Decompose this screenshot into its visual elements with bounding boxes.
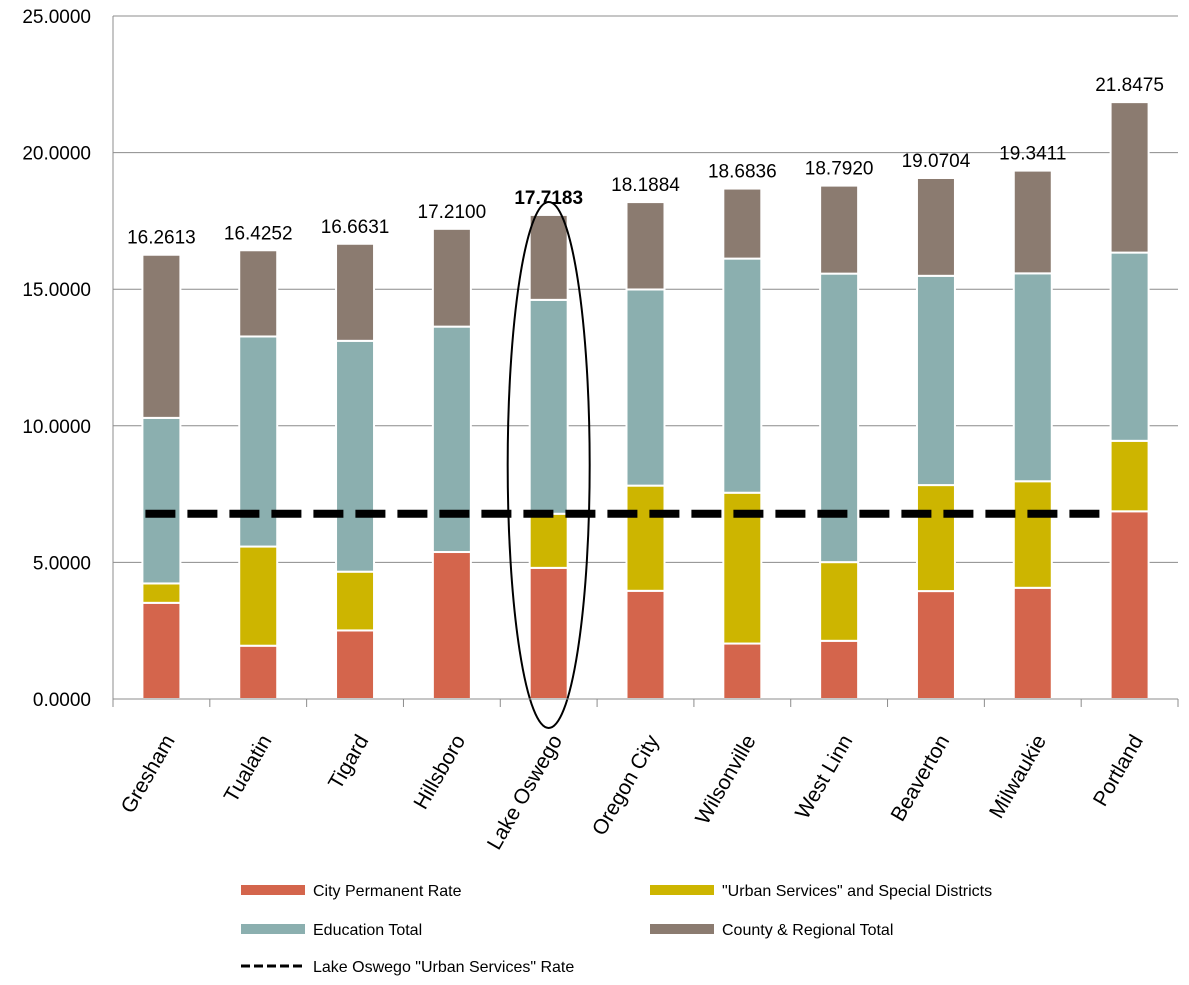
legend-swatch <box>650 924 714 934</box>
legend-swatch <box>650 885 714 895</box>
legend-label: "Urban Services" and Special Districts <box>722 883 992 900</box>
highlight-ellipse-group <box>506 201 591 729</box>
legend-swatch <box>241 924 305 934</box>
x-category-label: Beaverton <box>886 731 954 825</box>
bar-segment <box>141 253 182 419</box>
y-tick-label: 25.0000 <box>22 7 91 28</box>
bar-segment <box>722 491 763 645</box>
x-category-label: Tigard <box>324 731 373 793</box>
bar-segment <box>625 201 666 291</box>
legend-label: City Permanent Rate <box>313 883 462 900</box>
x-category-label: Portland <box>1089 731 1148 810</box>
bar-segment <box>1109 510 1150 701</box>
total-label: 19.0704 <box>902 151 971 172</box>
bar-segment <box>528 213 569 301</box>
total-label: 17.7183 <box>514 188 583 209</box>
bar-segment <box>335 339 376 573</box>
bar-segment <box>1012 272 1053 483</box>
legend: City Permanent Rate "Urban Services" and … <box>241 883 992 976</box>
bar-segment <box>915 176 956 277</box>
bar-segment <box>141 582 182 604</box>
bar-segment <box>819 184 860 275</box>
data-labels: 16.2613 16.4252 16.6631 17.2100 17.7183 18.18… <box>127 75 1164 249</box>
total-label: 18.6836 <box>708 162 777 183</box>
highlight-ellipse <box>506 201 591 729</box>
bar-segment <box>238 545 279 647</box>
bar-segment <box>1109 101 1150 254</box>
total-label: 21.8475 <box>1095 75 1164 96</box>
x-category-label: Tualatin <box>220 731 277 807</box>
bar-segment <box>915 590 956 700</box>
bar-segment <box>431 325 472 554</box>
bar-segment <box>335 570 376 632</box>
y-axis: 0.0000 5.0000 10.0000 15.0000 20.0000 25.0000 <box>22 7 114 711</box>
x-category-label: Lake Oswego <box>483 731 567 854</box>
total-label: 19.3411 <box>999 144 1066 165</box>
bar-segment <box>625 589 666 701</box>
total-label: 16.2613 <box>127 228 196 249</box>
bar-segment <box>335 242 376 342</box>
legend-label: County & Regional Total <box>722 922 893 939</box>
bar-segment <box>722 187 763 260</box>
total-label: 17.2100 <box>418 202 487 223</box>
bar-segment <box>625 484 666 592</box>
bar-segment <box>722 257 763 494</box>
bar-segment <box>1109 439 1150 513</box>
bar-segment <box>819 639 860 701</box>
bar-segment <box>1012 169 1053 275</box>
bar-segment <box>1109 251 1150 442</box>
y-tick-label: 5.0000 <box>33 553 91 574</box>
bar-segment <box>819 561 860 642</box>
bar-segment <box>1012 480 1053 589</box>
total-label: 18.1884 <box>611 175 680 196</box>
x-category-label: Milwaukie <box>985 731 1051 822</box>
x-category-label: Hillsboro <box>409 731 470 813</box>
y-tick-label: 10.0000 <box>22 417 91 438</box>
legend-swatch <box>241 885 305 895</box>
bar-segment <box>335 629 376 701</box>
y-tick-label: 15.0000 <box>22 280 91 301</box>
bar-segment <box>722 642 763 701</box>
legend-label: Lake Oswego "Urban Services" Rate <box>313 959 574 976</box>
bar-segment <box>141 416 182 585</box>
y-tick-label: 0.0000 <box>33 690 91 711</box>
y-tick-label: 20.0000 <box>22 144 91 165</box>
total-label: 18.7920 <box>805 159 874 180</box>
total-label: 16.6631 <box>321 217 390 238</box>
x-category-label: Wilsonville <box>691 731 761 828</box>
bar-segment <box>238 249 279 338</box>
bar-segment <box>625 288 666 487</box>
x-category-label: West Linn <box>791 731 857 823</box>
bar-segment <box>528 512 569 569</box>
bar-segment <box>141 601 182 701</box>
bar-segment <box>528 566 569 701</box>
x-category-label: Gresham <box>117 731 180 817</box>
bar-segment <box>431 227 472 328</box>
x-axis: Gresham Tualatin Tigard Hillsboro Lake Osweg… <box>112 698 1179 854</box>
total-label: 16.4252 <box>224 223 293 244</box>
bar-segment <box>1012 586 1053 701</box>
bar-segment <box>915 274 956 487</box>
bar-segment <box>431 551 472 700</box>
x-category-label: Oregon City <box>588 731 664 840</box>
bar-segment <box>528 298 569 515</box>
bar-segment <box>819 272 860 564</box>
legend-label: Education Total <box>313 922 422 939</box>
bar-segment <box>238 644 279 701</box>
bar-segment <box>915 484 956 593</box>
